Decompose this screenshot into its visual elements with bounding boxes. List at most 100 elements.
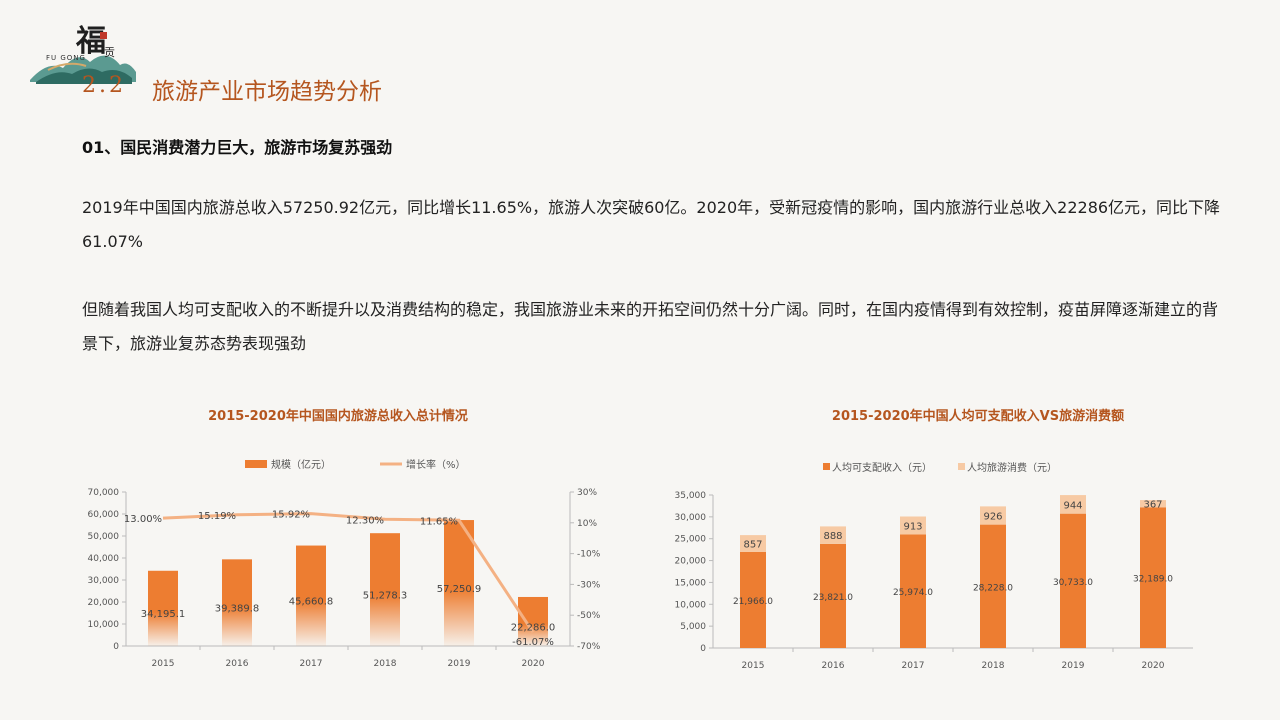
- chart-1-bar-label: 51,278.3: [363, 590, 408, 601]
- chart-2-bar-label-income: 23,821.0: [813, 593, 853, 603]
- chart-1-y2-tick-label: 10%: [577, 519, 597, 529]
- chart-2-y-tick-label: 30,000: [675, 513, 707, 523]
- chart-1-y-tick-label: 20,000: [88, 598, 120, 608]
- chart-1-y2-tick-label: -30%: [577, 580, 601, 590]
- chart-2-bar-income: [1140, 507, 1166, 648]
- chart-1-x-tick-label: 2018: [374, 659, 397, 669]
- chart-1-bar-label: 45,660.8: [289, 597, 334, 608]
- chart-2-x-tick-label: 2015: [742, 661, 765, 671]
- chart-2-x-tick-label: 2020: [1142, 661, 1165, 671]
- chart-1-bar-label: 57,250.9: [437, 584, 482, 595]
- chart-1-bar-label: 22,286.0: [511, 622, 556, 633]
- paragraph-1: 2019年中国国内旅游总收入57250.92亿元，同比增长11.65%，旅游人次…: [82, 198, 1221, 251]
- chart-1-legend-label-line: 增长率（%）: [406, 458, 466, 471]
- chart-domestic-tourism-revenue: 2015-2020年中国国内旅游总收入总计情况规模（亿元） 增长率（%） 0 10,0…: [80, 395, 620, 675]
- chart-1-x-tick-label: 2020: [522, 659, 545, 669]
- brand-logo: 福 贡 FU GONG: [28, 10, 138, 85]
- sub-heading: 01、国民消费潜力巨大，旅游市场复苏强劲: [82, 138, 393, 157]
- logo-character: 福: [76, 24, 106, 59]
- chart-2-y-tick-label: 25,000: [675, 535, 707, 545]
- chart-1-line-label: -61.07%: [512, 637, 554, 648]
- chart-2-bar-income: [980, 524, 1006, 648]
- chart-2-bar-spending: [900, 516, 926, 535]
- chart-2-y-tick-label: 15,000: [675, 578, 707, 588]
- chart-1-bar: [222, 559, 252, 646]
- chart-1-line-label: 13.00%: [124, 514, 162, 525]
- chart-1-x-tick-label: 2016: [226, 659, 249, 669]
- section-number: 2.2: [82, 73, 126, 98]
- chart-2-bar-income: [740, 551, 766, 648]
- chart-2-bar-label-spending: 926: [983, 511, 1002, 522]
- chart-1-y2-tick-label: 30%: [577, 488, 597, 498]
- chart-1-y-tick-label: 50,000: [88, 532, 120, 542]
- chart-2-legend-label-income: 人均可支配收入（元）: [832, 461, 932, 474]
- chart-2-x-tick-label: 2019: [1062, 661, 1085, 671]
- chart-2-bar-label-spending: 944: [1063, 500, 1082, 511]
- chart-1-y-tick-label: 10,000: [88, 620, 120, 630]
- chart-1-y2-tick-label: -10%: [577, 550, 601, 560]
- chart-1-bar-label: 39,389.8: [215, 603, 260, 614]
- chart-2-x-tick-label: 2018: [982, 661, 1005, 671]
- chart-2-bar-income: [900, 534, 926, 648]
- chart-2-x-tick-label: 2017: [902, 661, 925, 671]
- chart-1-x-tick-label: 2017: [300, 659, 323, 669]
- chart-1-line-label: 15.19%: [198, 511, 236, 522]
- chart-1-y2-tick-label: -70%: [577, 642, 601, 652]
- chart-1-bar-label: 34,195.1: [141, 609, 186, 620]
- chart-1-x-tick-label: 2015: [152, 659, 175, 669]
- mountain-logo-icon: [30, 55, 136, 84]
- chart-2-bar-income: [820, 543, 846, 648]
- chart-2-bar-spending: [740, 535, 766, 552]
- chart-2-bar-label-income: 28,228.0: [973, 583, 1013, 593]
- chart-1-y2-tick-label: -50%: [577, 611, 601, 621]
- logo-small-character: 贡: [104, 46, 115, 59]
- chart-1-y-tick-label: 70,000: [88, 488, 120, 498]
- chart-2-bar-spending: [820, 526, 846, 544]
- chart-1-line-label: 15.92%: [272, 510, 310, 521]
- chart-1-bar: [296, 545, 326, 646]
- chart-2-legend-label-spending: 人均旅游消费（元）: [967, 461, 1057, 474]
- chart-2-x-tick-label: 2016: [822, 661, 845, 671]
- chart-1-bar: [370, 533, 400, 646]
- chart-2-bar-label-spending: 367: [1143, 500, 1162, 511]
- chart-income-vs-spending: 2015-2020年中国人均可支配收入VS旅游消费额 人均可支配收入（元） 人均旅游…: [668, 395, 1218, 675]
- chart-1-legend-label-bar: 规模（亿元）: [271, 458, 331, 471]
- logo-subtitle: FU GONG: [46, 54, 86, 62]
- chart-2-legend-swatch-income: [823, 463, 830, 470]
- chart-2-bar-spending: [1140, 500, 1166, 508]
- chart-1-bar: [444, 520, 474, 646]
- chart-1-bar: [518, 596, 548, 646]
- chart-1-x-tick-label: 2019: [448, 659, 471, 669]
- chart-2-y-tick-label: 0: [700, 644, 706, 654]
- chart-1-line-label: 12.30%: [346, 515, 384, 526]
- chart-2-bar-label-income: 30,733.0: [1053, 578, 1093, 588]
- section-title: 旅游产业市场趋势分析: [152, 79, 382, 105]
- logo-seal: [100, 32, 107, 39]
- chart-2-y-tick-label: 5,000: [680, 622, 706, 632]
- chart-1-legend-swatch-bar: [245, 460, 267, 468]
- chart-2-bar-label-spending: 888: [823, 531, 842, 542]
- chart-2-bar-spending: [1060, 495, 1086, 514]
- chart-1-bar: [148, 570, 178, 646]
- chart-2-bar-label-spending: 913: [903, 521, 922, 532]
- paragraph-2: 但随着我国人均可支配收入的不断提升以及消费结构的稳定，我国旅游业未来的开拓空间仍…: [82, 300, 1219, 353]
- chart-1-y-tick-label: 30,000: [88, 576, 120, 586]
- chart-2-y-tick-label: 10,000: [675, 600, 707, 610]
- chart-2-bar-income: [1060, 513, 1086, 648]
- chart-1-y-tick-label: 60,000: [88, 510, 120, 520]
- chart-1-y-tick-label: 40,000: [88, 554, 120, 564]
- chart-1-line-label: 11.65%: [420, 516, 458, 527]
- chart-2-bar-label-income: 32,189.0: [1133, 575, 1173, 585]
- chart-1-title: 2015-2020年中国国内旅游总收入总计情况: [208, 408, 468, 424]
- chart-2-title: 2015-2020年中国人均可支配收入VS旅游消费额: [832, 408, 1124, 424]
- chart-2-bar-label-income: 21,966.0: [733, 597, 773, 607]
- chart-2-bar-label-income: 25,974.0: [893, 588, 933, 598]
- chart-2-y-tick-label: 20,000: [675, 557, 707, 567]
- chart-2-y-tick-label: 35,000: [675, 491, 707, 501]
- chart-1-y-tick-label: 0: [113, 642, 119, 652]
- chart-2-bar-label-spending: 857: [743, 540, 762, 551]
- chart-2-bar-spending: [980, 506, 1006, 525]
- chart-1-growth-line: [162, 512, 535, 634]
